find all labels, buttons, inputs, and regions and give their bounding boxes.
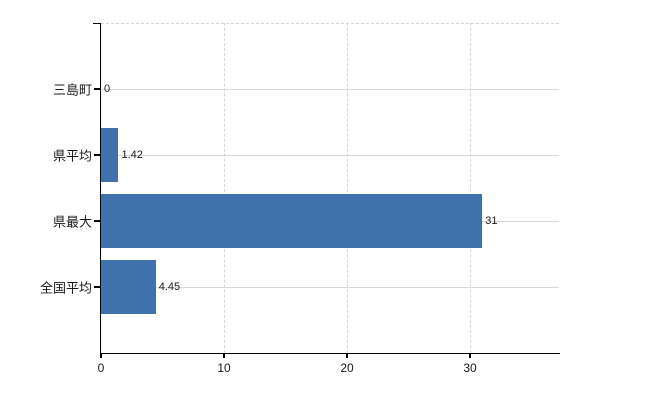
y-tick — [94, 286, 100, 288]
y-axis-line — [99, 23, 101, 353]
bar — [101, 260, 156, 314]
x-tick — [346, 353, 348, 358]
v-gridline — [223, 23, 225, 353]
y-tick — [94, 154, 100, 156]
bar-value-label: 1.42 — [121, 149, 143, 161]
bar-value-label: 0 — [104, 83, 111, 95]
y-axis-label: 県平均 — [52, 148, 92, 164]
plot-top-border — [101, 22, 559, 24]
x-tick-label: 10 — [217, 361, 231, 375]
x-tick — [223, 353, 225, 358]
h-gridline — [101, 154, 559, 156]
y-axis-label: 全国平均 — [39, 280, 92, 296]
y-axis-top-tick — [93, 22, 100, 24]
v-gridline — [469, 23, 471, 353]
x-tick-label: 20 — [340, 361, 354, 375]
x-tick-label: 30 — [463, 361, 477, 375]
h-gridline — [101, 286, 559, 288]
x-tick — [469, 353, 471, 358]
x-tick — [100, 353, 102, 358]
bar — [101, 194, 483, 248]
h-gridline — [101, 88, 559, 90]
y-axis-label: 県最大 — [52, 214, 92, 230]
x-axis-line — [101, 352, 560, 354]
v-gridline — [346, 23, 348, 353]
x-tick-label: 0 — [97, 361, 105, 375]
bar-value-label: 31 — [485, 215, 498, 227]
y-tick — [94, 220, 100, 222]
bar — [101, 128, 119, 182]
y-axis-label: 三島町 — [52, 82, 92, 98]
y-tick — [94, 88, 100, 90]
bar-value-label: 4.45 — [158, 281, 181, 293]
